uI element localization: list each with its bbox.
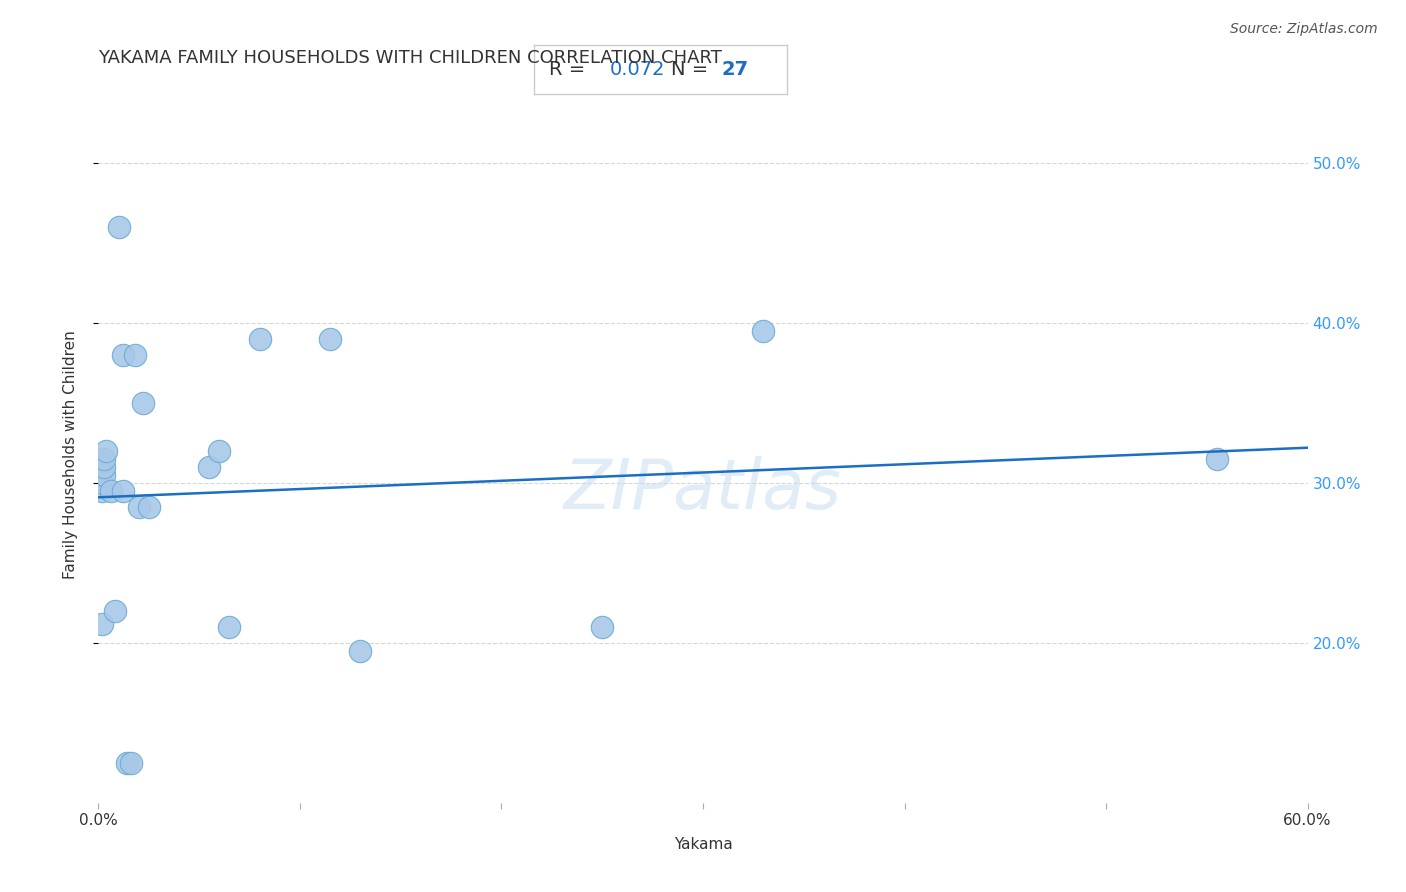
Text: N =: N = [671,60,709,78]
Point [138,500,160,514]
Point [198,459,221,474]
Text: 27: 27 [721,60,748,78]
Point [91,483,114,498]
Text: YAKAMA FAMILY HOUSEHOLDS WITH CHILDREN CORRELATION CHART: YAKAMA FAMILY HOUSEHOLDS WITH CHILDREN C… [98,49,723,67]
Point [100,483,122,498]
Point [128,500,150,514]
Point [752,324,775,338]
Text: ZIPatlas: ZIPatlas [564,456,842,524]
Point [208,444,231,458]
Point [115,756,138,770]
Text: R =: R = [550,60,586,78]
Point [93,459,115,474]
Text: 0.072: 0.072 [610,60,665,78]
Y-axis label: Family Households with Children: Family Households with Children [63,331,77,579]
Point [1206,451,1229,466]
Point [218,620,240,634]
Point [103,604,125,618]
Point [96,444,118,458]
Point [91,475,114,490]
Point [111,348,134,362]
Point [591,620,613,634]
Point [91,616,114,631]
Point [249,332,271,346]
Point [120,756,142,770]
Text: Source: ZipAtlas.com: Source: ZipAtlas.com [1230,22,1378,37]
Point [107,219,129,234]
Point [132,396,155,410]
Point [349,644,371,658]
Point [111,483,134,498]
Point [319,332,342,346]
Point [93,467,115,482]
X-axis label: Yakama: Yakama [673,837,733,852]
Point [93,451,115,466]
Point [124,348,146,362]
